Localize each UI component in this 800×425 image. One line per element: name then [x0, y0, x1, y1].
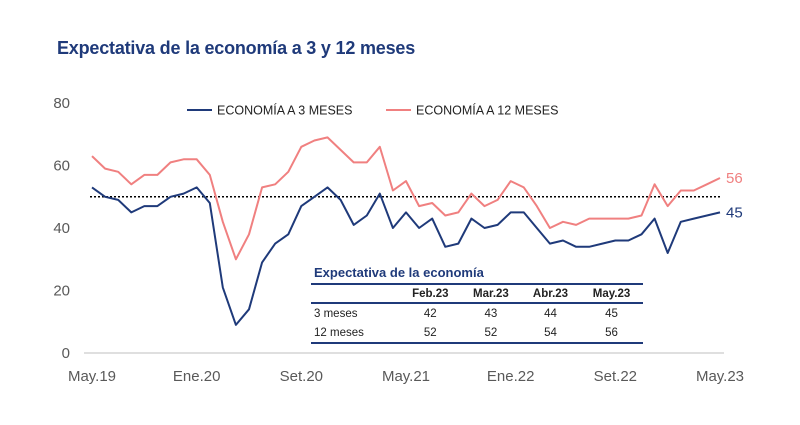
- inset-header-cell: [311, 283, 400, 304]
- row-label: 3 meses: [314, 308, 358, 320]
- y-tick-label: 20: [53, 283, 70, 300]
- x-tick-label: Ene.22: [487, 368, 535, 385]
- table-cell: 42: [423, 308, 437, 320]
- x-tick-label: Set.22: [594, 368, 637, 385]
- x-tick-label: May.23: [696, 368, 744, 385]
- table-cell: 54: [520, 323, 581, 344]
- series-line-3-meses: [91, 186, 721, 326]
- end-value-label: 56: [726, 170, 743, 187]
- table-cell: 56: [580, 323, 643, 344]
- table-cell: 52: [399, 323, 461, 344]
- inset-table: Expectativa de la economía Feb.23 Mar.23…: [311, 265, 643, 344]
- y-tick-label: 40: [53, 220, 70, 237]
- table-cell: 45: [605, 308, 618, 320]
- legend-label: ECONOMÍA A 3 MESES: [217, 103, 352, 118]
- row-label: 12 meses: [311, 323, 400, 344]
- inset-header-cell: Mar.23: [460, 283, 521, 304]
- legend-label: ECONOMÍA A 12 MESES: [416, 103, 558, 118]
- inset-header-cell: Abr.23: [520, 283, 581, 304]
- x-tick-label: May.21: [382, 368, 430, 385]
- chart-title: Expectativa de la economía a 3 y 12 mese…: [57, 38, 416, 58]
- inset-table-title: Expectativa de la economía: [314, 265, 484, 280]
- inset-header-cell: Feb.23: [399, 283, 461, 304]
- table-cell: 44: [544, 308, 557, 320]
- inset-data-table: Feb.23 Mar.23 Abr.23 May.23 3 meses 42 4…: [311, 283, 643, 344]
- table-row: 3 meses 42 43 44 45: [311, 303, 643, 323]
- table-cell: 43: [484, 308, 498, 320]
- inset-header-row: Feb.23 Mar.23 Abr.23 May.23: [311, 283, 643, 304]
- y-tick-label: 80: [53, 95, 70, 112]
- series-line-12-meses: [91, 136, 721, 261]
- x-tick-label: May.19: [68, 368, 116, 385]
- end-value-label: 45: [726, 204, 743, 221]
- y-tick-label: 0: [62, 345, 70, 362]
- x-tick-label: Ene.20: [173, 368, 221, 385]
- x-tick-label: Set.20: [280, 368, 323, 385]
- y-tick-label: 60: [53, 158, 70, 175]
- table-row: 12 meses 52 52 54 56: [311, 323, 643, 344]
- inset-header-cell: May.23: [580, 283, 643, 304]
- table-cell: 52: [460, 323, 521, 344]
